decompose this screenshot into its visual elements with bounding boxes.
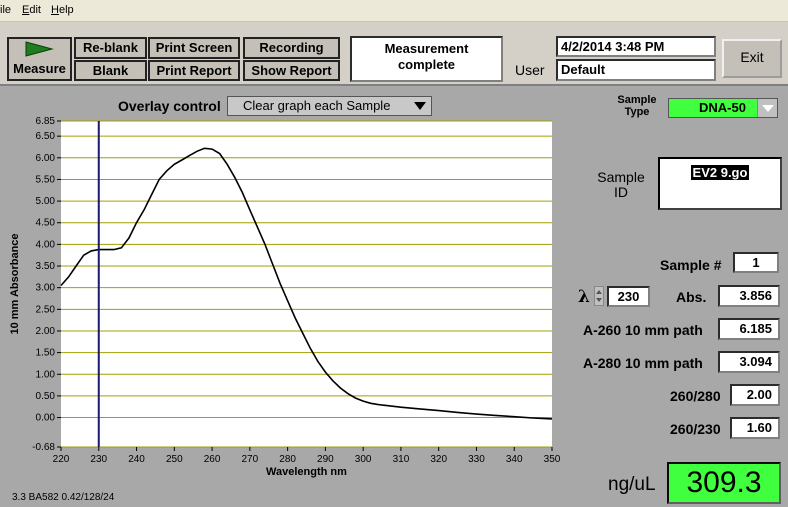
x-tick-label: 340	[506, 454, 523, 465]
lambda-field[interactable]: 230	[607, 286, 650, 307]
recording-button[interactable]: Recording	[243, 37, 340, 59]
a280-label: A-280 10 mm path	[583, 355, 703, 371]
x-tick-label: 240	[128, 454, 145, 465]
dropdown-arrow-icon	[757, 99, 777, 117]
x-tick-label: 350	[544, 454, 560, 465]
menu-edit-label: dit	[29, 4, 41, 16]
play-arrow-icon	[25, 41, 54, 57]
lambda-symbol: λ	[578, 287, 590, 307]
sample-id-field[interactable]: EV2 9.go	[658, 157, 782, 210]
x-tick-label: 320	[430, 454, 447, 465]
sample-type-label-1: Sample	[617, 94, 657, 106]
overlay-control-value: Clear graph each Sample	[243, 98, 391, 113]
y-tick-label: 1.50	[36, 348, 56, 359]
x-tick-labels: 220 230 240 250 260 270 280 290 300 310 320 330 340 3…	[53, 454, 560, 465]
user-field[interactable]: Default	[556, 59, 716, 81]
ratio-260-280-field: 2.00	[730, 384, 780, 406]
absorbance-chart: 6.85 6.50 6.00 5.50 5.00 4.50 4.00 3.50 3.00 2.50…	[9, 116, 560, 478]
status-message: Measurement complete	[350, 36, 503, 82]
status-line-1: Measurement	[384, 41, 469, 56]
sample-id-value: EV2 9.go	[690, 165, 750, 180]
datetime-field: 4/2/2014 3:48 PM	[556, 36, 716, 57]
print-screen-button[interactable]: Print Screen	[148, 37, 240, 59]
y-tick-labels: 6.85 6.50 6.00 5.50 5.00 4.50 4.00 3.50 3.00 2.50…	[32, 116, 55, 453]
print-report-button[interactable]: Print Report	[148, 60, 240, 81]
x-tick-label: 230	[90, 454, 107, 465]
x-tick-label: 330	[468, 454, 485, 465]
y-tick-label: -0.68	[32, 442, 55, 453]
overlay-control-select[interactable]: Clear graph each Sample	[227, 96, 432, 116]
abs-field: 3.856	[718, 285, 780, 307]
menu-help-label: elp	[58, 4, 74, 16]
step-down-icon	[596, 298, 602, 302]
x-axis-label: Wavelength nm	[266, 466, 347, 478]
sample-id-label: Sample ID	[590, 170, 652, 200]
version-footer: 3.3 BA582 0.42/128/24	[12, 492, 115, 503]
menu-help[interactable]: Help	[51, 4, 74, 16]
plot-area	[61, 121, 552, 447]
menu-file-label: ile	[0, 4, 12, 16]
sample-number-field[interactable]: 1	[733, 252, 779, 273]
ratio-260-230-label: 260/230	[670, 421, 721, 437]
menu-bar: ile Edit Help	[0, 0, 788, 22]
y-tick-label: 6.85	[36, 116, 56, 127]
y-tick-label: 3.00	[36, 283, 56, 294]
exit-button[interactable]: Exit	[722, 39, 782, 78]
sample-id-label-2: ID	[614, 184, 628, 200]
x-tick-label: 250	[166, 454, 183, 465]
menu-edit-mnemonic: E	[22, 4, 30, 16]
ratio-260-230-field: 1.60	[730, 417, 780, 439]
step-up-icon	[596, 290, 602, 294]
reblank-button[interactable]: Re-blank	[74, 37, 147, 59]
y-tick-label: 1.00	[36, 369, 56, 380]
sample-type-value: DNA-50	[699, 100, 746, 115]
y-tick-label: 2.00	[36, 326, 56, 337]
grid-lines	[57, 120, 553, 451]
x-tick-label: 280	[279, 454, 296, 465]
x-tick-label: 260	[204, 454, 221, 465]
y-tick-label: 6.50	[36, 131, 56, 142]
y-tick-label: 3.50	[36, 261, 56, 272]
y-tick-label: 6.00	[36, 153, 56, 164]
y-tick-label: 4.00	[36, 239, 56, 250]
toolbar: Measure Re-blank Blank Print Screen Prin…	[0, 22, 788, 86]
measure-label: Measure	[13, 61, 66, 76]
sample-id-label-1: Sample	[597, 169, 645, 185]
dropdown-arrow-icon	[414, 102, 426, 110]
status-line-2: complete	[397, 57, 456, 72]
sample-number-label: Sample #	[660, 257, 722, 273]
sample-type-label-2: Type	[624, 106, 650, 118]
user-label: User	[515, 62, 545, 78]
concentration-label: ng/uL	[608, 474, 656, 495]
concentration-field: 309.3	[667, 462, 781, 504]
y-tick-label: 2.50	[36, 304, 56, 315]
y-tick-label: 0.50	[36, 391, 56, 402]
x-tick-label: 270	[242, 454, 259, 465]
a280-field: 3.094	[718, 351, 780, 373]
absorbance-curve	[60, 147, 553, 420]
lambda-stepper[interactable]	[594, 286, 604, 306]
x-tick-label: 310	[393, 454, 410, 465]
abs-label: Abs.	[676, 289, 707, 305]
x-tick-label: 300	[355, 454, 372, 465]
menu-edit[interactable]: Edit	[22, 4, 41, 16]
x-tick-label: 290	[317, 454, 334, 465]
y-tick-label: 5.50	[36, 174, 56, 185]
blank-button[interactable]: Blank	[74, 60, 147, 81]
y-axis-label: 10 mm Absorbance	[9, 233, 21, 334]
overlay-control-label: Overlay control	[118, 98, 221, 114]
show-report-button[interactable]: Show Report	[243, 60, 340, 81]
measure-button[interactable]: Measure	[7, 37, 72, 81]
a260-field: 6.185	[718, 318, 780, 340]
sample-type-select[interactable]: DNA-50	[668, 98, 778, 118]
y-tick-label: 5.00	[36, 196, 56, 207]
menu-help-mnemonic: H	[51, 4, 59, 16]
y-tick-label: 0.00	[36, 413, 56, 424]
y-tick-label: 4.50	[36, 218, 56, 229]
a260-label: A-260 10 mm path	[583, 322, 703, 338]
sample-type-label: Sample Type	[612, 94, 662, 118]
x-tick-label: 220	[53, 454, 70, 465]
ratio-260-280-label: 260/280	[670, 388, 721, 404]
menu-file[interactable]: ile	[0, 4, 11, 16]
